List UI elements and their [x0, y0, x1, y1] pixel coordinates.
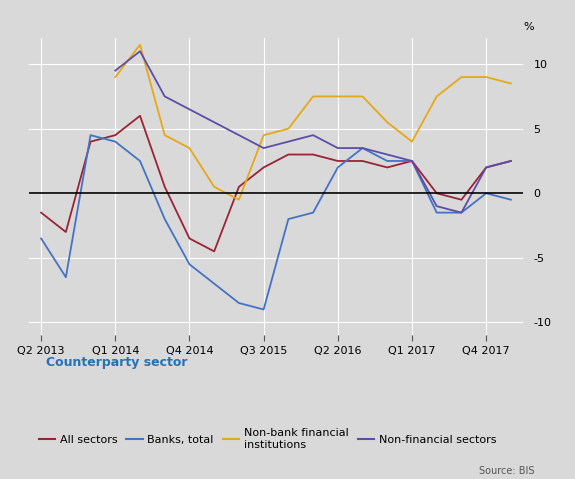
Legend: All sectors, Banks, total, Non-bank financial
institutions, Non-financial sector: All sectors, Banks, total, Non-bank fina…	[34, 424, 501, 454]
Text: Source: BIS: Source: BIS	[479, 466, 535, 476]
Text: Counterparty sector: Counterparty sector	[46, 356, 187, 369]
Text: %: %	[523, 23, 534, 33]
